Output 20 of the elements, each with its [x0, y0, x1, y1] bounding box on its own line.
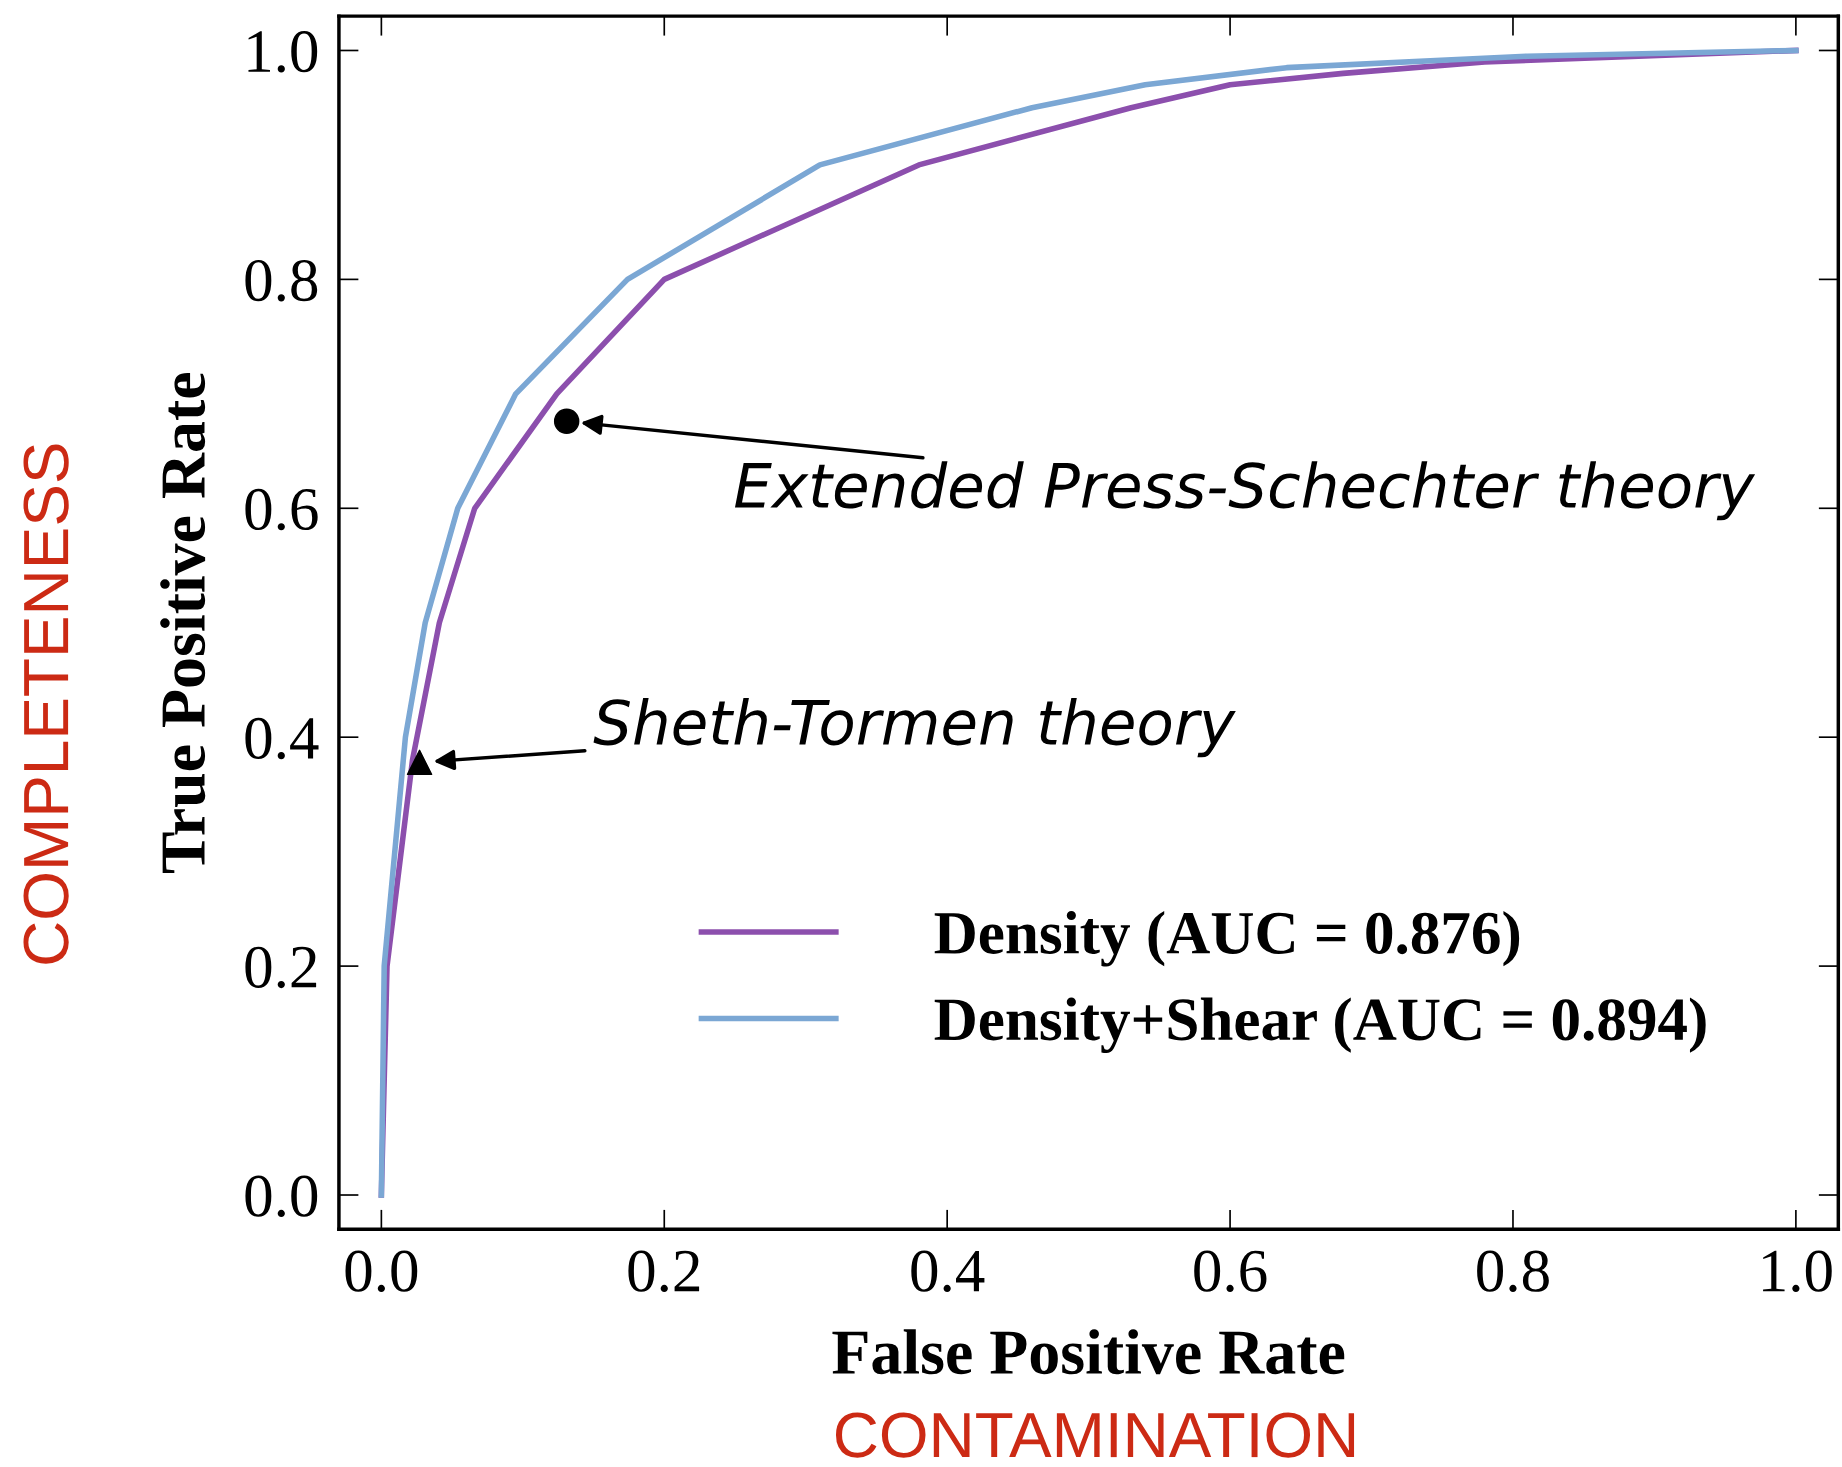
y-tick-label: 0.6 — [245, 488, 318, 531]
y-tick-label: 0.4 — [245, 717, 319, 760]
x-axis-title: False Positive Rate — [832, 1329, 1345, 1375]
y-tick-label: 1.0 — [248, 31, 318, 73]
y-tick-label: 0.2 — [245, 946, 317, 989]
y-tick-label: 0.8 — [245, 259, 318, 302]
x-tick-label: 0.2 — [628, 1250, 700, 1293]
x-tick-label: 1.0 — [1763, 1250, 1832, 1293]
annotation: Extended Press-Schechter theory — [734, 461, 1756, 521]
legend-label: Density+Shear (AUC = 0.894) — [934, 997, 1706, 1054]
legend-label: Density (AUC = 0.876) — [934, 910, 1520, 967]
y-axis-title: True Positive Rate — [160, 373, 206, 874]
text: CONTAMINATION — [835, 1412, 1355, 1458]
annotation: Sheth-Tormen theory — [593, 698, 1236, 758]
x-tick-label: 0.4 — [911, 1250, 985, 1293]
x-tick-label: 0.6 — [1194, 1250, 1267, 1293]
y-tick-label: 0.0 — [245, 1175, 318, 1218]
text: COMPLETENESS — [23, 444, 69, 964]
x-tick-label: 0.0 — [345, 1250, 418, 1293]
x-tick-label: 0.8 — [1477, 1250, 1549, 1293]
